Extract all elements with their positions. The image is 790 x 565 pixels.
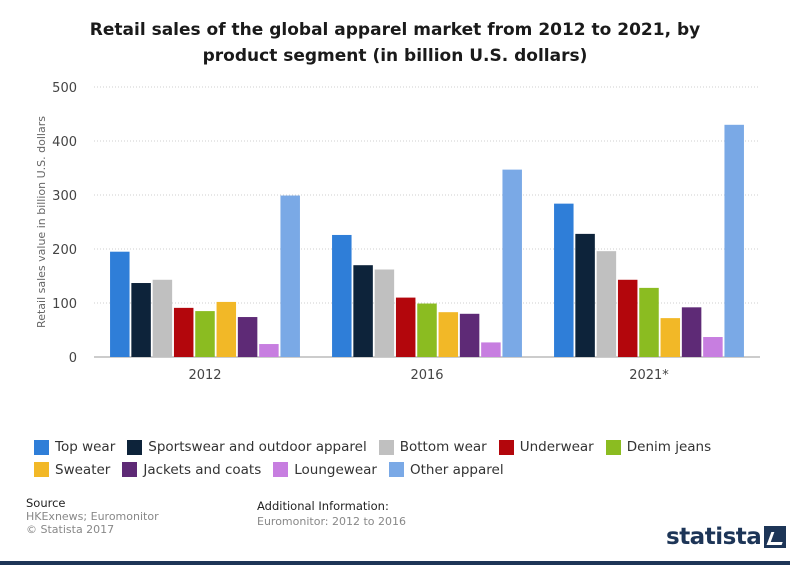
footer-rule [0,561,790,565]
bar [554,203,574,357]
legend-swatch [273,462,289,477]
chart-title-line-1: Retail sales of the global apparel marke… [89,20,701,40]
chart-title: Retail sales of the global apparel marke… [40,17,750,69]
legend-item[interactable]: Sweater [34,459,110,481]
additional-info-block: Additional Information: Euromonitor: 201… [257,499,406,529]
bar [195,311,215,357]
bar [660,318,681,357]
bar [438,312,459,357]
legend-item[interactable]: Underwear [498,436,594,458]
legend-label: Sweater [55,461,111,478]
bar [724,124,744,357]
chart-title-line-2: product segment (in billion U.S. dollars… [202,46,588,66]
y-tick-label: 500 [52,81,77,96]
y-axis-title: Retail sales value in billion U.S. dolla… [35,116,48,328]
bar [681,307,702,357]
legend-item[interactable]: Jackets and coats [122,459,261,481]
legend-swatch [34,439,49,455]
legend-swatch [605,439,621,455]
bar [417,303,437,357]
source-text: HKExnews; Euromonitor [26,510,159,523]
bar-chart: 0 100 200 300 400 500 Retail sales value in bi… [35,81,760,383]
bar [131,283,151,357]
legend-item[interactable]: Other apparel [388,459,504,481]
legend-swatch [388,462,404,477]
bar [617,279,638,357]
legend-item[interactable]: Bottom wear [378,436,487,458]
legend-swatch [34,462,49,477]
legend-item[interactable]: Top wear [34,436,115,458]
bar [459,313,480,357]
bar [639,287,659,357]
bar [173,307,194,357]
statista-logo[interactable]: statista [666,524,787,550]
legend-item[interactable]: Denim jeans [605,436,712,458]
y-tick-label: 400 [52,135,77,150]
bar [374,269,395,357]
y-tick-label: 100 [52,297,77,312]
bar [259,344,279,357]
legend-item[interactable]: Loungewear [273,459,377,481]
chart-legend: Top wear Sportswear and outdoor apparel Bo… [34,436,774,481]
x-tick-label: 2016 [410,368,443,383]
bar [237,317,258,357]
x-tick-label: 2021* [629,368,669,383]
bar [216,301,237,357]
additional-info-heading: Additional Information: [257,499,389,513]
legend-swatch [498,439,514,455]
bar [502,169,522,357]
statista-logo-icon [764,526,787,548]
bar [481,342,501,357]
legend-label: Denim jeans [626,439,712,455]
legend-swatch [127,439,143,455]
legend-label: Underwear [519,439,594,455]
brand-wordmark: statista [666,524,762,550]
bar [353,265,373,357]
legend-label: Top wear [55,439,116,455]
copyright-text: © Statista 2017 [26,523,115,536]
bar [152,279,173,357]
legend-label: Jackets and coats [143,461,262,478]
bar [332,234,352,357]
bar [575,233,595,357]
bar [395,297,416,357]
legend-label: Sportswear and outdoor apparel [148,439,367,455]
legend-label: Loungewear [294,461,377,478]
source-heading: Source [26,496,66,510]
y-tick-label: 0 [69,351,77,366]
legend-label: Other apparel [409,461,504,478]
legend-swatch [122,462,138,477]
legend-swatch [378,439,394,455]
bar [110,251,130,357]
bar [596,251,617,357]
x-tick-label: 2012 [188,368,221,383]
bar [703,337,723,357]
legend-label: Bottom wear [399,439,487,455]
source-block: Source HKExnews; Euromonitor © Statista … [26,496,159,537]
y-tick-label: 300 [52,189,77,204]
additional-info-text: Euromonitor: 2012 to 2016 [257,515,407,528]
y-tick-label: 200 [52,243,77,258]
bar [280,195,300,357]
legend-item[interactable]: Sportswear and outdoor apparel [127,436,367,458]
